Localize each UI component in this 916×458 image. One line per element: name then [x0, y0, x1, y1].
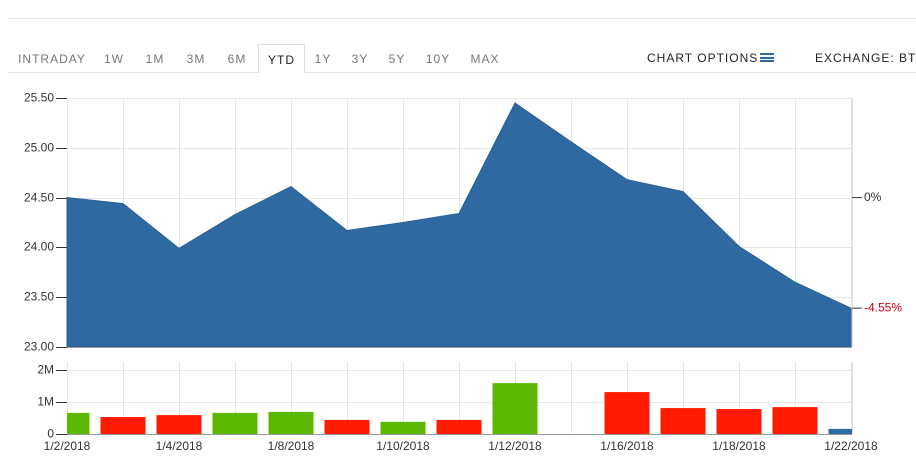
y-tick-label: 2M [37, 363, 54, 377]
range-tab[interactable]: 1Y [314, 52, 332, 66]
range-tab[interactable]: 1W [104, 52, 124, 66]
volume-bar [212, 412, 258, 434]
tab-rule [8, 72, 916, 73]
volume-bar [380, 421, 426, 434]
x-tick-label: 1/18/2018 [712, 439, 766, 453]
volume-bar [100, 417, 146, 434]
y-tick-label: 0 [47, 427, 54, 441]
x-tick-label: 1/4/2018 [156, 439, 203, 453]
x-tick-label: 1/12/2018 [488, 439, 542, 453]
y-tick-label: 1M [37, 395, 54, 409]
range-tab[interactable]: YTD [258, 44, 305, 73]
volume-bar [604, 392, 650, 434]
toolbar: INTRADAY 1W 1M 3M 6M YTD 1Y 3Y 5Y 10Y MAX CHART OPT… [0, 0, 916, 80]
volume-bar [492, 383, 538, 434]
volume-bar [324, 419, 370, 434]
x-tick-label: 1/22/2018 [824, 439, 878, 453]
y-tick-label: 24.50 [24, 191, 54, 205]
volume-bar [67, 412, 90, 434]
x-tick-label: 1/16/2018 [600, 439, 654, 453]
range-tab[interactable]: 10Y [425, 52, 451, 66]
volume-bar [660, 408, 706, 434]
volume-bar [716, 409, 762, 434]
menu-icon-mid [760, 57, 774, 59]
y-tick-label: 25.50 [24, 91, 54, 105]
y-tick-label: 23.50 [24, 290, 54, 304]
x-tick-label: 1/10/2018 [376, 439, 430, 453]
range-tab[interactable]: 3Y [351, 52, 369, 66]
volume-bar [828, 428, 852, 434]
y-tick-label: 25.00 [24, 141, 54, 155]
range-tab[interactable]: 5Y [388, 52, 406, 66]
volume-bar [772, 407, 818, 434]
range-tab[interactable]: 3M [186, 52, 206, 66]
y-tick-label: 24.00 [24, 240, 54, 254]
change-label: -4.55% [864, 300, 902, 314]
volume-bar [268, 411, 314, 434]
change-label: 0% [864, 190, 882, 204]
volume-bar [436, 419, 482, 434]
price-area [66, 102, 852, 348]
y-tick-label: 23.00 [24, 340, 54, 354]
range-tab[interactable]: MAX [470, 52, 500, 66]
x-tick-label: 1/8/2018 [268, 439, 315, 453]
chart-options[interactable]: CHART OPTIONS [647, 51, 759, 65]
volume-bar [156, 415, 202, 434]
range-tab[interactable]: 6M [227, 52, 247, 66]
x-tick-label: 1/2/2018 [44, 439, 91, 453]
menu-icon[interactable] [760, 53, 774, 62]
exchange[interactable]: EXCHANGE: BTT [815, 51, 916, 65]
range-tab[interactable]: INTRADAY [18, 52, 86, 66]
range-tab[interactable]: 1M [145, 52, 165, 66]
